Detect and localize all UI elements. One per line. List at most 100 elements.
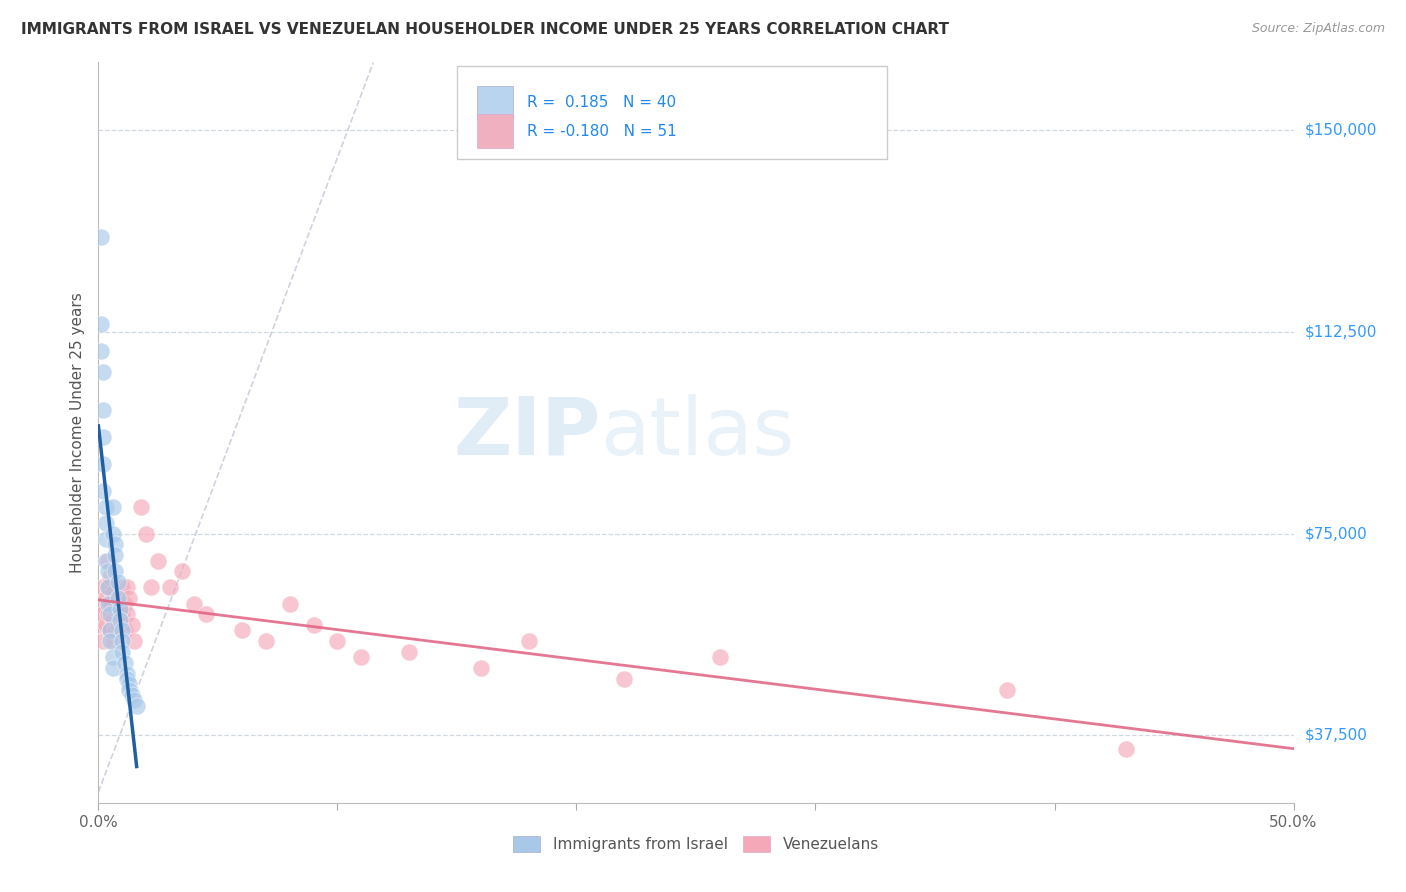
Immigrants from Israel xyxy=(104,537,127,551)
Venezuelans xyxy=(97,581,120,595)
Venezuelans xyxy=(111,581,134,595)
Venezuelans xyxy=(118,591,141,606)
Y-axis label: Householder Income Under 25 years: Householder Income Under 25 years xyxy=(69,293,84,573)
Venezuelans xyxy=(108,607,131,622)
Venezuelans xyxy=(91,581,114,595)
Immigrants from Israel xyxy=(97,597,120,611)
Venezuelans xyxy=(97,553,120,567)
Text: $150,000: $150,000 xyxy=(1305,122,1376,137)
Venezuelans xyxy=(398,645,420,659)
Text: IMMIGRANTS FROM ISRAEL VS VENEZUELAN HOUSEHOLDER INCOME UNDER 25 YEARS CORRELATI: IMMIGRANTS FROM ISRAEL VS VENEZUELAN HOU… xyxy=(21,22,949,37)
Venezuelans xyxy=(104,624,127,638)
Venezuelans xyxy=(517,634,540,648)
Venezuelans xyxy=(613,672,636,686)
Venezuelans xyxy=(90,597,112,611)
Immigrants from Israel xyxy=(121,688,143,702)
Immigrants from Israel xyxy=(108,613,131,627)
Venezuelans xyxy=(97,607,120,622)
Text: $37,500: $37,500 xyxy=(1305,728,1368,743)
Venezuelans xyxy=(254,634,277,648)
Immigrants from Israel xyxy=(97,564,120,578)
Venezuelans xyxy=(350,650,373,665)
Immigrants from Israel xyxy=(98,634,122,648)
Immigrants from Israel xyxy=(101,500,124,514)
Venezuelans xyxy=(91,607,114,622)
Venezuelans xyxy=(470,661,492,675)
Text: R = -0.180   N = 51: R = -0.180 N = 51 xyxy=(527,124,678,138)
Immigrants from Israel xyxy=(125,698,148,713)
Immigrants from Israel xyxy=(101,661,124,675)
Text: Source: ZipAtlas.com: Source: ZipAtlas.com xyxy=(1251,22,1385,36)
FancyBboxPatch shape xyxy=(457,66,887,159)
Immigrants from Israel xyxy=(111,624,134,638)
Venezuelans xyxy=(278,597,301,611)
Venezuelans xyxy=(183,597,205,611)
Immigrants from Israel xyxy=(94,532,117,546)
Immigrants from Israel xyxy=(114,656,136,670)
Venezuelans xyxy=(107,591,129,606)
Venezuelans xyxy=(114,597,136,611)
Venezuelans xyxy=(98,597,122,611)
Venezuelans xyxy=(121,618,143,632)
Immigrants from Israel xyxy=(107,575,129,590)
Legend: Immigrants from Israel, Venezuelans: Immigrants from Israel, Venezuelans xyxy=(508,830,884,858)
Venezuelans xyxy=(111,607,134,622)
Venezuelans xyxy=(1115,742,1137,756)
Immigrants from Israel xyxy=(104,548,127,562)
Venezuelans xyxy=(148,553,170,567)
Immigrants from Israel xyxy=(94,516,117,530)
Immigrants from Israel xyxy=(91,457,114,471)
Venezuelans xyxy=(135,526,157,541)
Bar xyxy=(477,114,513,148)
Immigrants from Israel xyxy=(118,682,141,697)
Immigrants from Israel xyxy=(98,624,122,638)
Venezuelans xyxy=(107,618,129,632)
Venezuelans xyxy=(101,634,124,648)
Immigrants from Israel xyxy=(124,693,146,707)
Immigrants from Israel xyxy=(90,317,112,331)
Immigrants from Israel xyxy=(97,581,120,595)
Venezuelans xyxy=(101,586,124,600)
Venezuelans xyxy=(101,613,124,627)
Immigrants from Israel xyxy=(91,365,114,379)
Immigrants from Israel xyxy=(91,483,114,498)
Immigrants from Israel xyxy=(90,343,112,358)
Venezuelans xyxy=(98,624,122,638)
Immigrants from Israel xyxy=(90,230,112,244)
Immigrants from Israel xyxy=(94,500,117,514)
Venezuelans xyxy=(709,650,731,665)
Venezuelans xyxy=(90,618,112,632)
Immigrants from Israel xyxy=(94,553,117,567)
Venezuelans xyxy=(195,607,218,622)
Venezuelans xyxy=(159,581,181,595)
Text: $112,500: $112,500 xyxy=(1305,324,1376,339)
Venezuelans xyxy=(231,624,253,638)
Immigrants from Israel xyxy=(104,564,127,578)
Immigrants from Israel xyxy=(111,645,134,659)
Venezuelans xyxy=(98,569,122,583)
Venezuelans xyxy=(91,634,114,648)
Immigrants from Israel xyxy=(91,430,114,444)
Venezuelans xyxy=(172,564,194,578)
Text: R =  0.185   N = 40: R = 0.185 N = 40 xyxy=(527,95,676,110)
Immigrants from Israel xyxy=(91,402,114,417)
Immigrants from Israel xyxy=(108,602,131,616)
Venezuelans xyxy=(114,624,136,638)
Bar xyxy=(477,86,513,119)
Immigrants from Israel xyxy=(115,672,138,686)
Immigrants from Israel xyxy=(98,607,122,622)
Immigrants from Israel xyxy=(101,650,124,665)
Venezuelans xyxy=(115,581,138,595)
Venezuelans xyxy=(326,634,349,648)
Venezuelans xyxy=(139,581,162,595)
Text: $75,000: $75,000 xyxy=(1305,526,1368,541)
Venezuelans xyxy=(94,618,117,632)
Immigrants from Israel xyxy=(118,677,141,691)
Venezuelans xyxy=(115,607,138,622)
Venezuelans xyxy=(995,682,1018,697)
Venezuelans xyxy=(302,618,325,632)
Text: atlas: atlas xyxy=(600,393,794,472)
Venezuelans xyxy=(131,500,153,514)
Immigrants from Israel xyxy=(115,666,138,681)
Immigrants from Israel xyxy=(101,526,124,541)
